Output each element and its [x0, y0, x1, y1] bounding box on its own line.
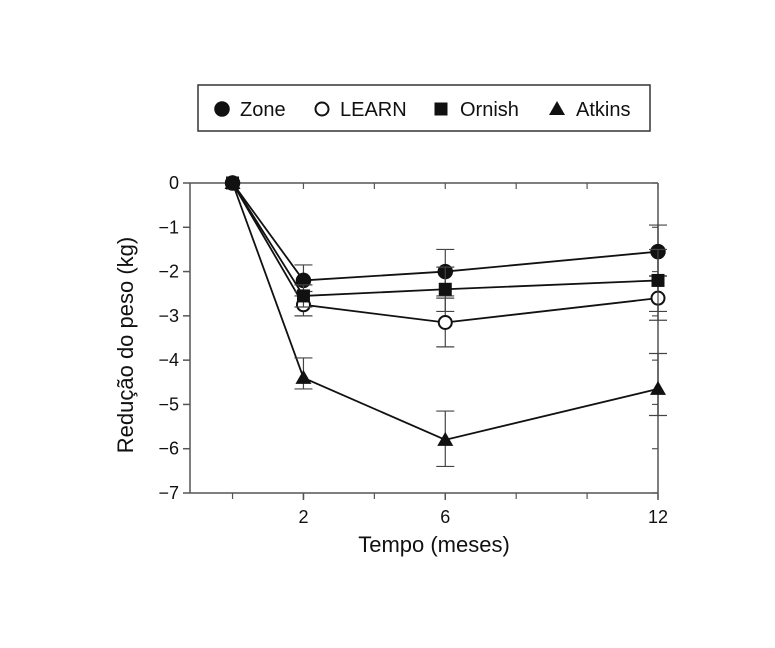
data-point: [296, 289, 310, 303]
legend-label-ornish: Ornish: [460, 99, 519, 121]
legend-label-zone: Zone: [240, 99, 286, 121]
data-point: [438, 282, 452, 296]
x-tick-label: 6: [440, 507, 450, 527]
series-line: [231, 182, 659, 441]
plot-area: [224, 175, 667, 468]
data-point: [224, 175, 241, 189]
y-tick-label: 0: [169, 173, 179, 193]
data-point: [650, 380, 666, 395]
legend-marker-ornish: [434, 102, 448, 116]
x-tick-label: 12: [648, 507, 668, 527]
y-tick-label: −4: [158, 350, 179, 370]
series-learn: [225, 175, 667, 348]
legend-marker-atkins: [549, 101, 565, 115]
y-tick-label: −5: [158, 394, 179, 414]
legend: Zone LEARN Ornish Atkins: [197, 84, 651, 132]
series-line: [231, 182, 659, 297]
y-tick-label: −1: [158, 217, 179, 237]
data-point: [651, 273, 665, 287]
series-line: [231, 182, 659, 324]
data-point: [437, 315, 453, 330]
y-tick-label: −3: [158, 306, 179, 326]
legend-label-atkins: Atkins: [576, 99, 630, 121]
data-point: [295, 369, 312, 384]
legend-label-learn: LEARN: [340, 99, 407, 121]
series-atkins: [224, 175, 667, 468]
x-tick-label: 2: [298, 507, 308, 527]
series-line: [231, 182, 659, 282]
legend-marker-learn: [314, 101, 330, 117]
y-tick-label: −6: [158, 439, 179, 459]
series-ornish: [226, 176, 667, 313]
data-point: [437, 431, 454, 446]
legend-box: [197, 84, 651, 132]
legend-marker-zone: [214, 101, 230, 117]
y-axis-label: Redução do peso (kg): [113, 237, 138, 453]
x-axis-label: Tempo (meses): [358, 532, 510, 557]
y-tick-label: −7: [158, 483, 179, 503]
axes: 0 −1 −2 −3 −4 −5 −6 −7 2 6 12: [158, 173, 668, 527]
y-tick-label: −2: [158, 262, 179, 282]
